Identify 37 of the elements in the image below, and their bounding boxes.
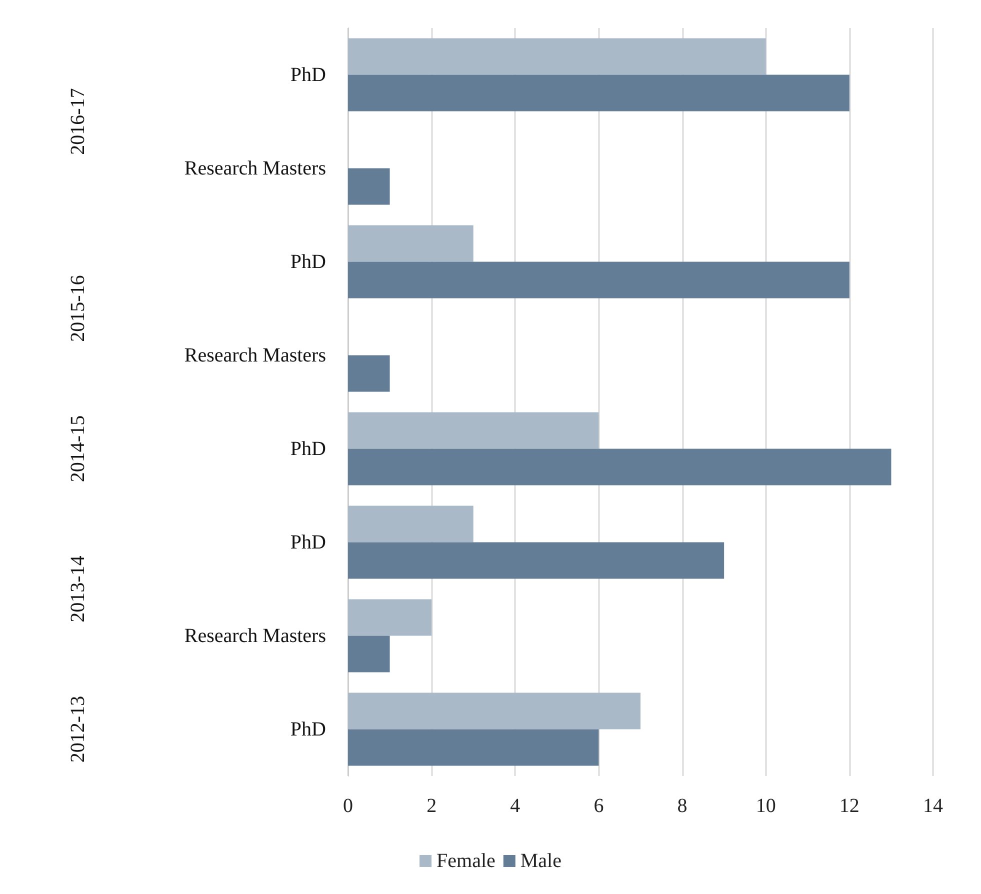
bar <box>348 542 724 579</box>
text: 2013-14 <box>67 556 89 622</box>
x-tick-label: 10 <box>756 795 776 817</box>
y-tick-label: PhD <box>290 531 326 554</box>
y-tick-label: Research Masters <box>184 624 326 647</box>
bar <box>348 599 432 636</box>
bar <box>348 225 474 262</box>
y-tick-label: Research Masters <box>184 157 326 180</box>
bar <box>348 506 474 542</box>
x-tick-label: 4 <box>510 795 520 817</box>
bar <box>348 412 599 449</box>
x-tick-label: 2 <box>426 795 437 817</box>
bar <box>348 448 892 486</box>
bar <box>348 74 850 112</box>
bar <box>348 168 390 205</box>
y-tick-label: PhD <box>290 438 326 460</box>
y-tick-label: Research Masters <box>184 344 326 366</box>
x-tick-label: 6 <box>594 795 604 817</box>
text: 2014-15 <box>67 415 89 482</box>
x-tick-label: 8 <box>677 795 688 817</box>
bar <box>348 692 640 730</box>
y-tick-label: PhD <box>290 718 326 740</box>
bar <box>348 262 850 298</box>
x-tick-label: 12 <box>839 795 860 817</box>
bar <box>348 355 390 392</box>
legend-label: Male <box>520 850 562 872</box>
legend-label: Female <box>436 850 496 872</box>
bar <box>348 636 390 672</box>
x-tick-label: 14 <box>923 795 943 817</box>
text: 2015-16 <box>67 275 89 342</box>
bar <box>348 38 766 75</box>
text: 2016-17 <box>67 88 89 155</box>
y-tick-label: PhD <box>290 64 326 86</box>
bar <box>348 729 599 766</box>
text: 2012-13 <box>67 696 89 763</box>
y-tick-label: PhD <box>290 250 326 273</box>
x-tick-label: 0 <box>343 795 353 817</box>
